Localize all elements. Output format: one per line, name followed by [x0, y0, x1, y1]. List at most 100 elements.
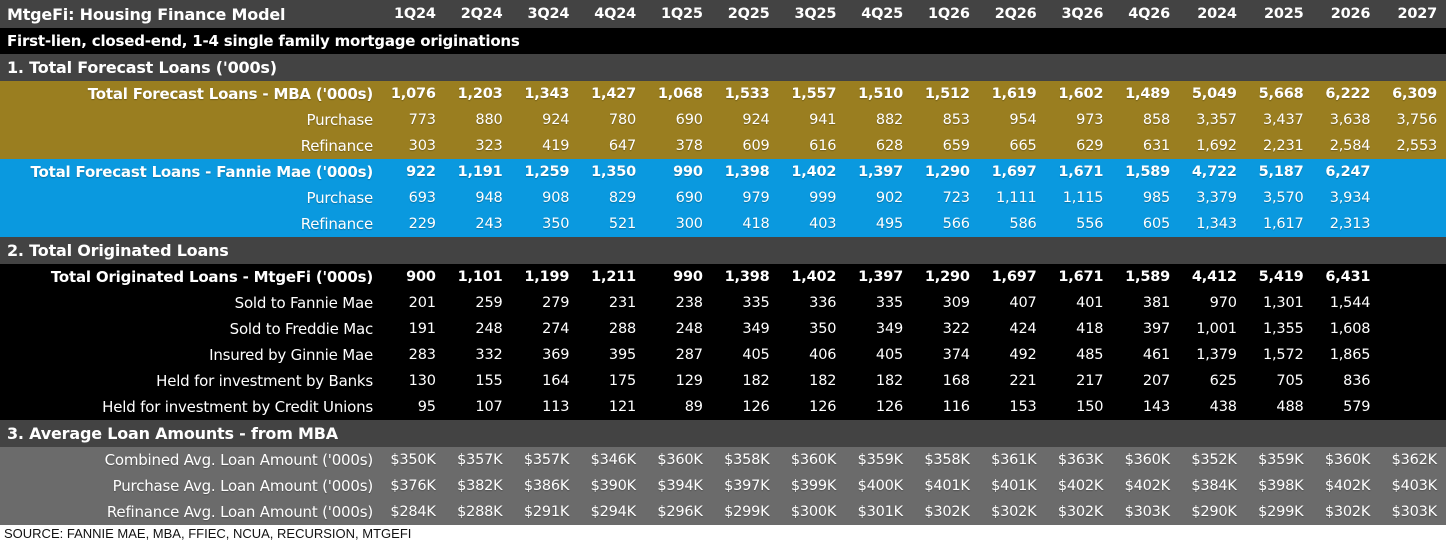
- value-cell: 631: [1142, 138, 1170, 154]
- value-cell: 182: [809, 373, 837, 389]
- column-header-4q25: 4Q25: [861, 6, 903, 22]
- table-row: Held for investment by Banks 130 155 164 175…: [0, 368, 1446, 394]
- value-cell: 143: [1142, 399, 1170, 415]
- row-label: Purchase: [306, 111, 373, 129]
- table-row: Held for investment by Credit Unions 95 10…: [0, 394, 1446, 420]
- value-cell: 207: [1142, 373, 1170, 389]
- column-header-2q25: 2Q25: [727, 6, 770, 22]
- value-cell: $390K: [590, 478, 637, 494]
- value-cell: $302K: [991, 504, 1037, 520]
- value-cell: 836: [1343, 373, 1371, 389]
- value-cell: 395: [608, 347, 636, 363]
- value-cell: 1,427: [591, 86, 636, 102]
- value-cell: 629: [1076, 138, 1104, 154]
- value-cell: 1,111: [995, 190, 1037, 206]
- value-cell: 229: [408, 216, 436, 232]
- value-cell: 418: [742, 216, 770, 232]
- column-header-4q24: 4Q24: [594, 6, 636, 22]
- value-cell: 609: [742, 138, 770, 154]
- value-cell: 424: [1009, 321, 1037, 337]
- header-row: MtgeFi: Housing Finance Model 1Q24 2Q24 3Q…: [0, 0, 1446, 28]
- value-cell: $360K: [1124, 452, 1171, 468]
- value-cell: $360K: [657, 452, 703, 468]
- value-cell: $401K: [924, 478, 970, 494]
- column-header-2q26: 2Q26: [994, 6, 1037, 22]
- value-cell: 880: [475, 112, 503, 128]
- value-cell: 521: [608, 216, 636, 232]
- column-header-1q26: 1Q26: [927, 6, 970, 22]
- value-cell: 616: [809, 138, 837, 154]
- value-cell: 1,343: [1196, 216, 1237, 232]
- value-cell: 238: [675, 295, 703, 311]
- value-cell: 378: [675, 138, 703, 154]
- value-cell: $384K: [1191, 478, 1237, 494]
- value-cell: 1,211: [591, 269, 636, 285]
- table-row: Total Originated Loans - MtgeFi ('000s) 9…: [0, 264, 1446, 290]
- value-cell: 1,290: [924, 164, 970, 180]
- value-cell: 6,222: [1325, 86, 1371, 102]
- value-cell: 979: [742, 190, 770, 206]
- value-cell: 3,570: [1262, 190, 1304, 206]
- value-cell: 1,379: [1196, 347, 1237, 363]
- value-cell: 586: [1009, 216, 1037, 232]
- value-cell: 3,437: [1262, 112, 1304, 128]
- value-cell: $294K: [590, 504, 637, 520]
- value-cell: 1,076: [390, 86, 436, 102]
- row-label: Combined Avg. Loan Amount ('000s): [104, 451, 374, 469]
- value-cell: 882: [875, 112, 903, 128]
- value-cell: 419: [542, 138, 570, 154]
- source-note: SOURCE: FANNIE MAE, MBA, FFIEC, NCUA, RE…: [0, 525, 1446, 542]
- value-cell: 492: [1009, 347, 1037, 363]
- value-cell: 1,101: [457, 269, 503, 285]
- row-label: Held for investment by Banks: [156, 372, 373, 390]
- value-cell: 89: [684, 399, 703, 415]
- value-cell: 5,187: [1258, 164, 1304, 180]
- value-cell: 279: [542, 295, 570, 311]
- value-cell: $359K: [1258, 452, 1304, 468]
- value-cell: 3,638: [1329, 112, 1371, 128]
- value-cell: 1,397: [858, 269, 903, 285]
- value-cell: 182: [742, 373, 770, 389]
- value-cell: 288: [608, 321, 636, 337]
- value-cell: 693: [408, 190, 436, 206]
- value-cell: 287: [675, 347, 703, 363]
- value-cell: 153: [1009, 399, 1037, 415]
- value-cell: 350: [542, 216, 570, 232]
- value-cell: 248: [475, 321, 503, 337]
- value-cell: 309: [942, 295, 970, 311]
- value-cell: $382K: [457, 478, 503, 494]
- table-body: 1. Total Forecast Loans ('000s) Total For…: [0, 54, 1446, 525]
- value-cell: $303K: [1124, 504, 1171, 520]
- value-cell: 150: [1076, 399, 1104, 415]
- value-cell: 401: [1076, 295, 1104, 311]
- value-cell: 107: [475, 399, 503, 415]
- value-cell: $350K: [390, 452, 436, 468]
- value-cell: 723: [942, 190, 970, 206]
- value-cell: $357K: [523, 452, 570, 468]
- value-cell: 1,602: [1058, 86, 1104, 102]
- value-cell: 381: [1142, 295, 1170, 311]
- value-cell: 858: [1142, 112, 1170, 128]
- value-cell: 1,355: [1262, 321, 1304, 337]
- row-label: Refinance: [300, 215, 374, 233]
- value-cell: 1,617: [1262, 216, 1304, 232]
- value-cell: 126: [742, 399, 770, 415]
- table-subtitle: First-lien, closed-end, 1-4 single famil…: [7, 32, 520, 50]
- value-cell: 248: [675, 321, 703, 337]
- column-header-1q25: 1Q25: [660, 6, 703, 22]
- column-header-4q26: 4Q26: [1128, 6, 1170, 22]
- value-cell: $288K: [457, 504, 503, 520]
- value-cell: 332: [475, 347, 503, 363]
- value-cell: $398K: [1258, 478, 1304, 494]
- value-cell: $302K: [924, 504, 970, 520]
- value-cell: 1,350: [591, 164, 636, 180]
- value-cell: 773: [408, 112, 436, 128]
- value-cell: $386K: [523, 478, 570, 494]
- row-label: Total Forecast Loans - Fannie Mae ('000s…: [30, 163, 374, 181]
- value-cell: 3,379: [1196, 190, 1237, 206]
- row-label: Purchase: [306, 189, 373, 207]
- value-cell: 1,115: [1062, 190, 1104, 206]
- value-cell: 397: [1142, 321, 1170, 337]
- value-cell: 113: [542, 399, 570, 415]
